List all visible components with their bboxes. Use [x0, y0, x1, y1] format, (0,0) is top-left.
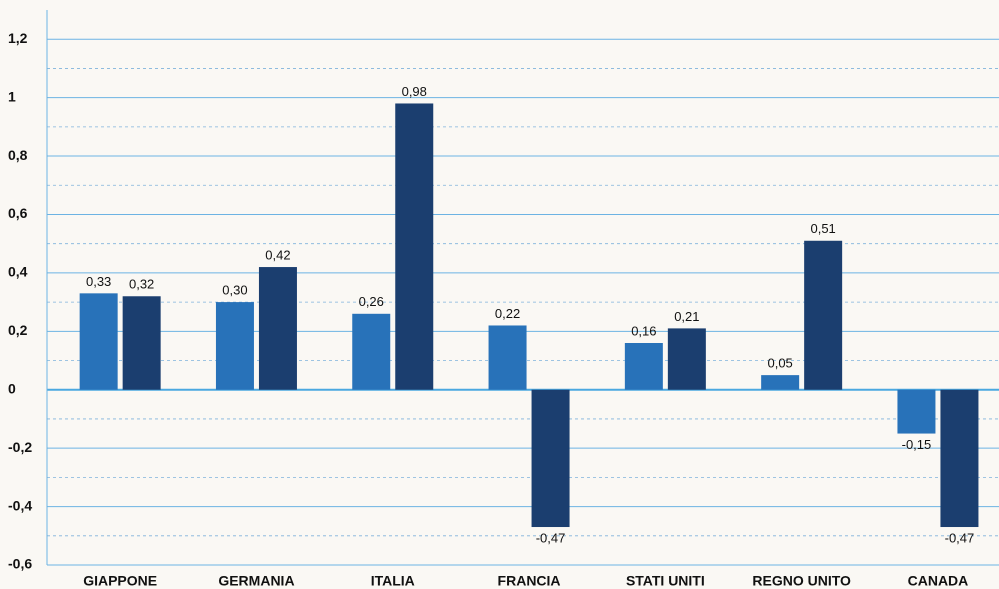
- value-label: 0,42: [265, 247, 290, 262]
- bar: [667, 328, 706, 390]
- bar: [395, 103, 434, 390]
- value-label: 0,51: [810, 221, 835, 236]
- value-label: -0,15: [902, 437, 932, 452]
- y-tick-label: 1: [8, 88, 16, 104]
- y-tick-label: 1,2: [8, 30, 28, 46]
- value-label: 0,98: [402, 84, 427, 99]
- y-tick-label: 0,2: [8, 322, 28, 338]
- x-tick-label: GIAPPONE: [83, 573, 157, 589]
- value-label: 0,16: [631, 323, 656, 338]
- x-tick-label: ITALIA: [371, 573, 415, 589]
- y-tick-label: 0,6: [8, 205, 28, 221]
- bar: [488, 325, 527, 390]
- y-tick-label: 0,8: [8, 147, 28, 163]
- y-tick-label: -0,4: [8, 497, 32, 513]
- x-tick-label: REGNO UNITO: [752, 573, 851, 589]
- value-label: 0,33: [86, 274, 111, 289]
- bar: [897, 389, 936, 434]
- value-label: 0,30: [222, 283, 247, 298]
- x-tick-label: FRANCIA: [498, 573, 561, 589]
- value-label: -0,47: [945, 530, 975, 545]
- value-label: -0,47: [536, 530, 566, 545]
- y-tick-label: -0,6: [8, 556, 32, 572]
- bar: [531, 389, 570, 528]
- bar: [79, 293, 118, 390]
- x-tick-label: CANADA: [908, 573, 969, 589]
- bar: [804, 240, 843, 390]
- value-label: 0,05: [767, 356, 792, 371]
- value-label: 0,32: [129, 277, 154, 292]
- bar: [258, 267, 297, 390]
- value-label: 0,22: [495, 306, 520, 321]
- y-tick-label: 0: [8, 380, 16, 396]
- bar: [122, 296, 161, 390]
- x-tick-label: STATI UNITI: [626, 573, 705, 589]
- y-tick-label: -0,2: [8, 439, 32, 455]
- bar: [624, 343, 663, 390]
- y-tick-label: 0,4: [8, 264, 28, 280]
- value-label: 0,26: [359, 294, 384, 309]
- bar: [352, 313, 391, 390]
- bar: [215, 302, 254, 390]
- value-label: 0,21: [674, 309, 699, 324]
- bar: [940, 389, 979, 528]
- x-tick-label: GERMANIA: [218, 573, 294, 589]
- bar: [761, 375, 800, 390]
